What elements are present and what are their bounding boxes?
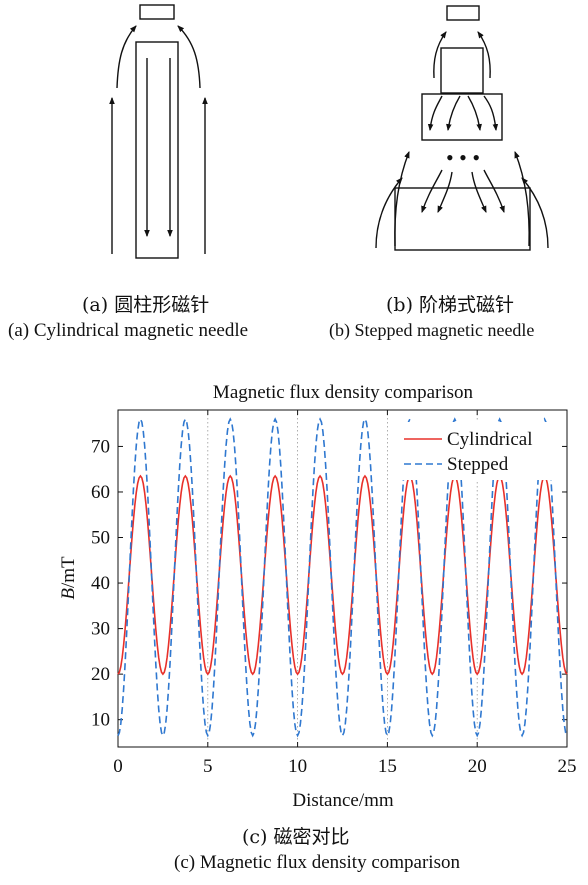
step-field-arrow (446, 95, 461, 132)
x-tick-label: 15 (378, 756, 397, 777)
step-field-arrow (427, 95, 443, 132)
y-tick-label: 70 (91, 436, 110, 457)
fringe-field-arrow (477, 31, 491, 79)
outer-field-arrow (437, 171, 453, 213)
panel-a-caption-en: (a) Cylindrical magnetic needle (8, 320, 249, 341)
legend-label-stepped: Stepped (447, 454, 509, 475)
outer-field-arrow (521, 177, 549, 249)
series-layer (117, 417, 568, 738)
y-tick-label: 30 (91, 619, 110, 640)
series-line-cylindrical (117, 474, 568, 676)
x-tick-label: 20 (468, 756, 487, 777)
outer-field-arrow (421, 169, 443, 213)
x-tick-label: 25 (558, 756, 577, 777)
outer-field-arrow (514, 151, 530, 247)
x-tick-label: 10 (288, 756, 307, 777)
stepped-needle-base (394, 187, 531, 251)
x-tick-label: 0 (113, 756, 123, 777)
ellipsis-dots: • • • (446, 145, 480, 170)
panel-c-caption-zh: (c) 磁密对比 (242, 826, 350, 848)
y-tick-label: 20 (91, 664, 110, 685)
fringe-field-arrow (177, 25, 201, 89)
plot-area (117, 409, 568, 748)
target-block (446, 5, 480, 21)
legend-box (398, 422, 558, 480)
y-axis-label: B/mT (58, 556, 79, 600)
outer-field-arrow (375, 177, 403, 249)
step-field-arrow (483, 95, 499, 132)
panel-c-caption-en: (c) Magnetic flux density comparison (174, 852, 460, 873)
y-tick-label: 60 (91, 482, 110, 503)
panel-a-diagram (109, 4, 208, 259)
fringe-field-arrow (433, 31, 447, 79)
y-tick-label: 40 (91, 573, 110, 594)
x-tick-label: 5 (203, 756, 213, 777)
target-block (139, 4, 175, 20)
y-tick-label: 10 (91, 710, 110, 731)
flux-density-chart: Magnetic flux density comparison 0 5 10 15 2… (58, 382, 577, 811)
stepped-needle-tip (440, 47, 484, 94)
cylindrical-needle-body (135, 41, 179, 259)
chart-legend: Cylindrical Stepped (398, 422, 558, 480)
outer-field-arrow (471, 171, 487, 213)
step-field-arrow (467, 95, 482, 132)
y-tick-label: 50 (91, 528, 110, 549)
panel-b-caption-zh: (b) 阶梯式磁针 (386, 294, 515, 316)
chart-title: Magnetic flux density comparison (213, 382, 474, 403)
legend-label-cylindrical: Cylindrical (447, 429, 532, 450)
stepped-needle-middle (421, 93, 503, 141)
panel-b-diagram (375, 5, 549, 251)
x-axis-label: Distance/mm (292, 790, 394, 811)
panel-b-caption-en: (b) Stepped magnetic needle (329, 320, 535, 340)
outer-field-arrow (483, 169, 505, 213)
panel-a-caption-zh: (a) 圆柱形磁针 (82, 294, 210, 316)
fringe-field-arrow (116, 25, 137, 89)
tick-layer: 0 5 10 15 20 25 10 20 30 40 50 60 70 (91, 410, 577, 777)
outer-field-arrow (394, 151, 410, 247)
grid-layer (207, 410, 478, 747)
